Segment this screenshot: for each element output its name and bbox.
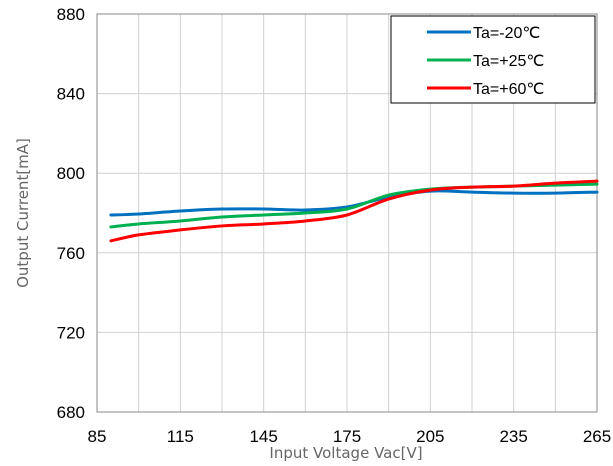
series-layer — [109, 179, 599, 243]
x-axis-title: Input Voltage Vac[V] — [269, 444, 422, 462]
x-tick-label: 115 — [167, 427, 194, 446]
y-tick-label: 840 — [57, 85, 85, 104]
x-tick-label: 85 — [88, 427, 107, 446]
x-tick-label: 205 — [416, 427, 444, 446]
y-tick-label: 760 — [57, 244, 85, 263]
y-tick-label: 680 — [57, 403, 85, 422]
y-tick-label: 720 — [57, 323, 85, 342]
x-tick-label: 265 — [583, 427, 611, 446]
plot-area-frame — [96, 13, 598, 413]
y-tick-label: 800 — [57, 164, 85, 183]
y-axis-tick-labels: 680 720 760 800 840 880 — [57, 5, 85, 422]
series-line-1 — [109, 189, 599, 217]
y-tick-label: 880 — [57, 5, 85, 24]
x-tick-label: 145 — [249, 427, 277, 446]
series-line-3 — [109, 179, 599, 243]
legend-label-3: Ta=+60℃ — [473, 81, 544, 98]
y-axis-title: Output Current[mA] — [14, 138, 32, 288]
legend-label-2: Ta=+25℃ — [473, 53, 544, 70]
x-tick-label: 235 — [499, 427, 527, 446]
legend-box — [390, 15, 596, 104]
legend-label-1: Ta=-20℃ — [473, 25, 540, 42]
legend: Ta=-20℃ Ta=+25℃ Ta=+60℃ — [390, 15, 596, 104]
x-tick-label: 175 — [333, 427, 361, 446]
x-axis-tick-labels: 85 115 145 175 205 235 265 — [88, 427, 612, 446]
